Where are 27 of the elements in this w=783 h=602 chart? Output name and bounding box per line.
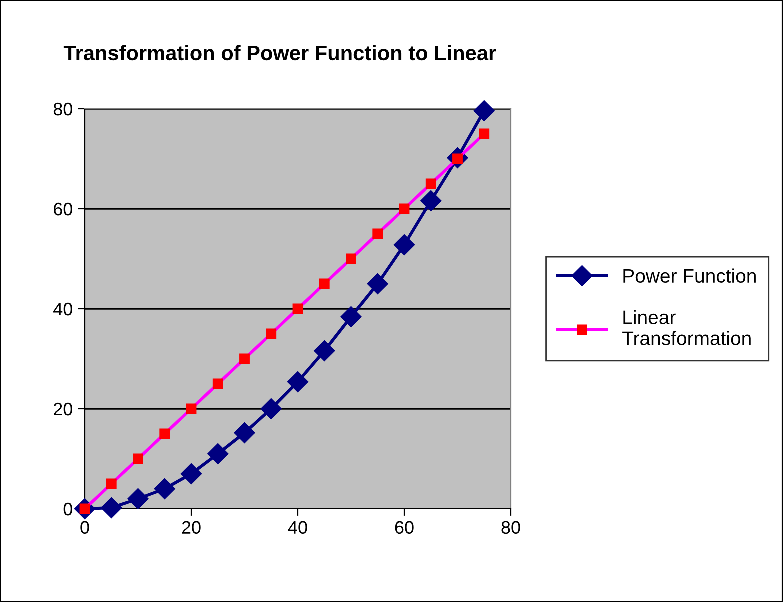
legend-label: Linear Transformation bbox=[622, 310, 751, 346]
point bbox=[394, 234, 416, 256]
y-tick-label: 0 bbox=[64, 502, 72, 516]
point bbox=[260, 398, 282, 420]
x-tick-label: 60 bbox=[395, 521, 414, 534]
point bbox=[314, 340, 336, 362]
x-tick-label: 40 bbox=[288, 521, 308, 534]
y-tick-label: 20 bbox=[54, 402, 72, 416]
x-tick-label: 20 bbox=[182, 521, 201, 534]
point bbox=[234, 422, 256, 444]
point bbox=[420, 190, 442, 212]
y-tick-label: 40 bbox=[54, 302, 72, 316]
point bbox=[154, 478, 176, 500]
x-tick-label: 80 bbox=[502, 521, 520, 534]
point bbox=[208, 443, 229, 465]
point bbox=[367, 273, 388, 295]
x-tick-label: 0 bbox=[80, 521, 90, 534]
point bbox=[128, 488, 149, 510]
point bbox=[474, 100, 495, 122]
y-tick-label: 80 bbox=[54, 102, 72, 116]
chart-title: Transformation of Power Function to Linear bbox=[64, 45, 496, 61]
y-tick-label: 60 bbox=[54, 202, 72, 216]
point bbox=[180, 463, 202, 485]
point bbox=[101, 497, 122, 519]
point bbox=[340, 306, 362, 328]
legend-label: Power Function bbox=[624, 268, 756, 284]
point bbox=[287, 371, 309, 393]
